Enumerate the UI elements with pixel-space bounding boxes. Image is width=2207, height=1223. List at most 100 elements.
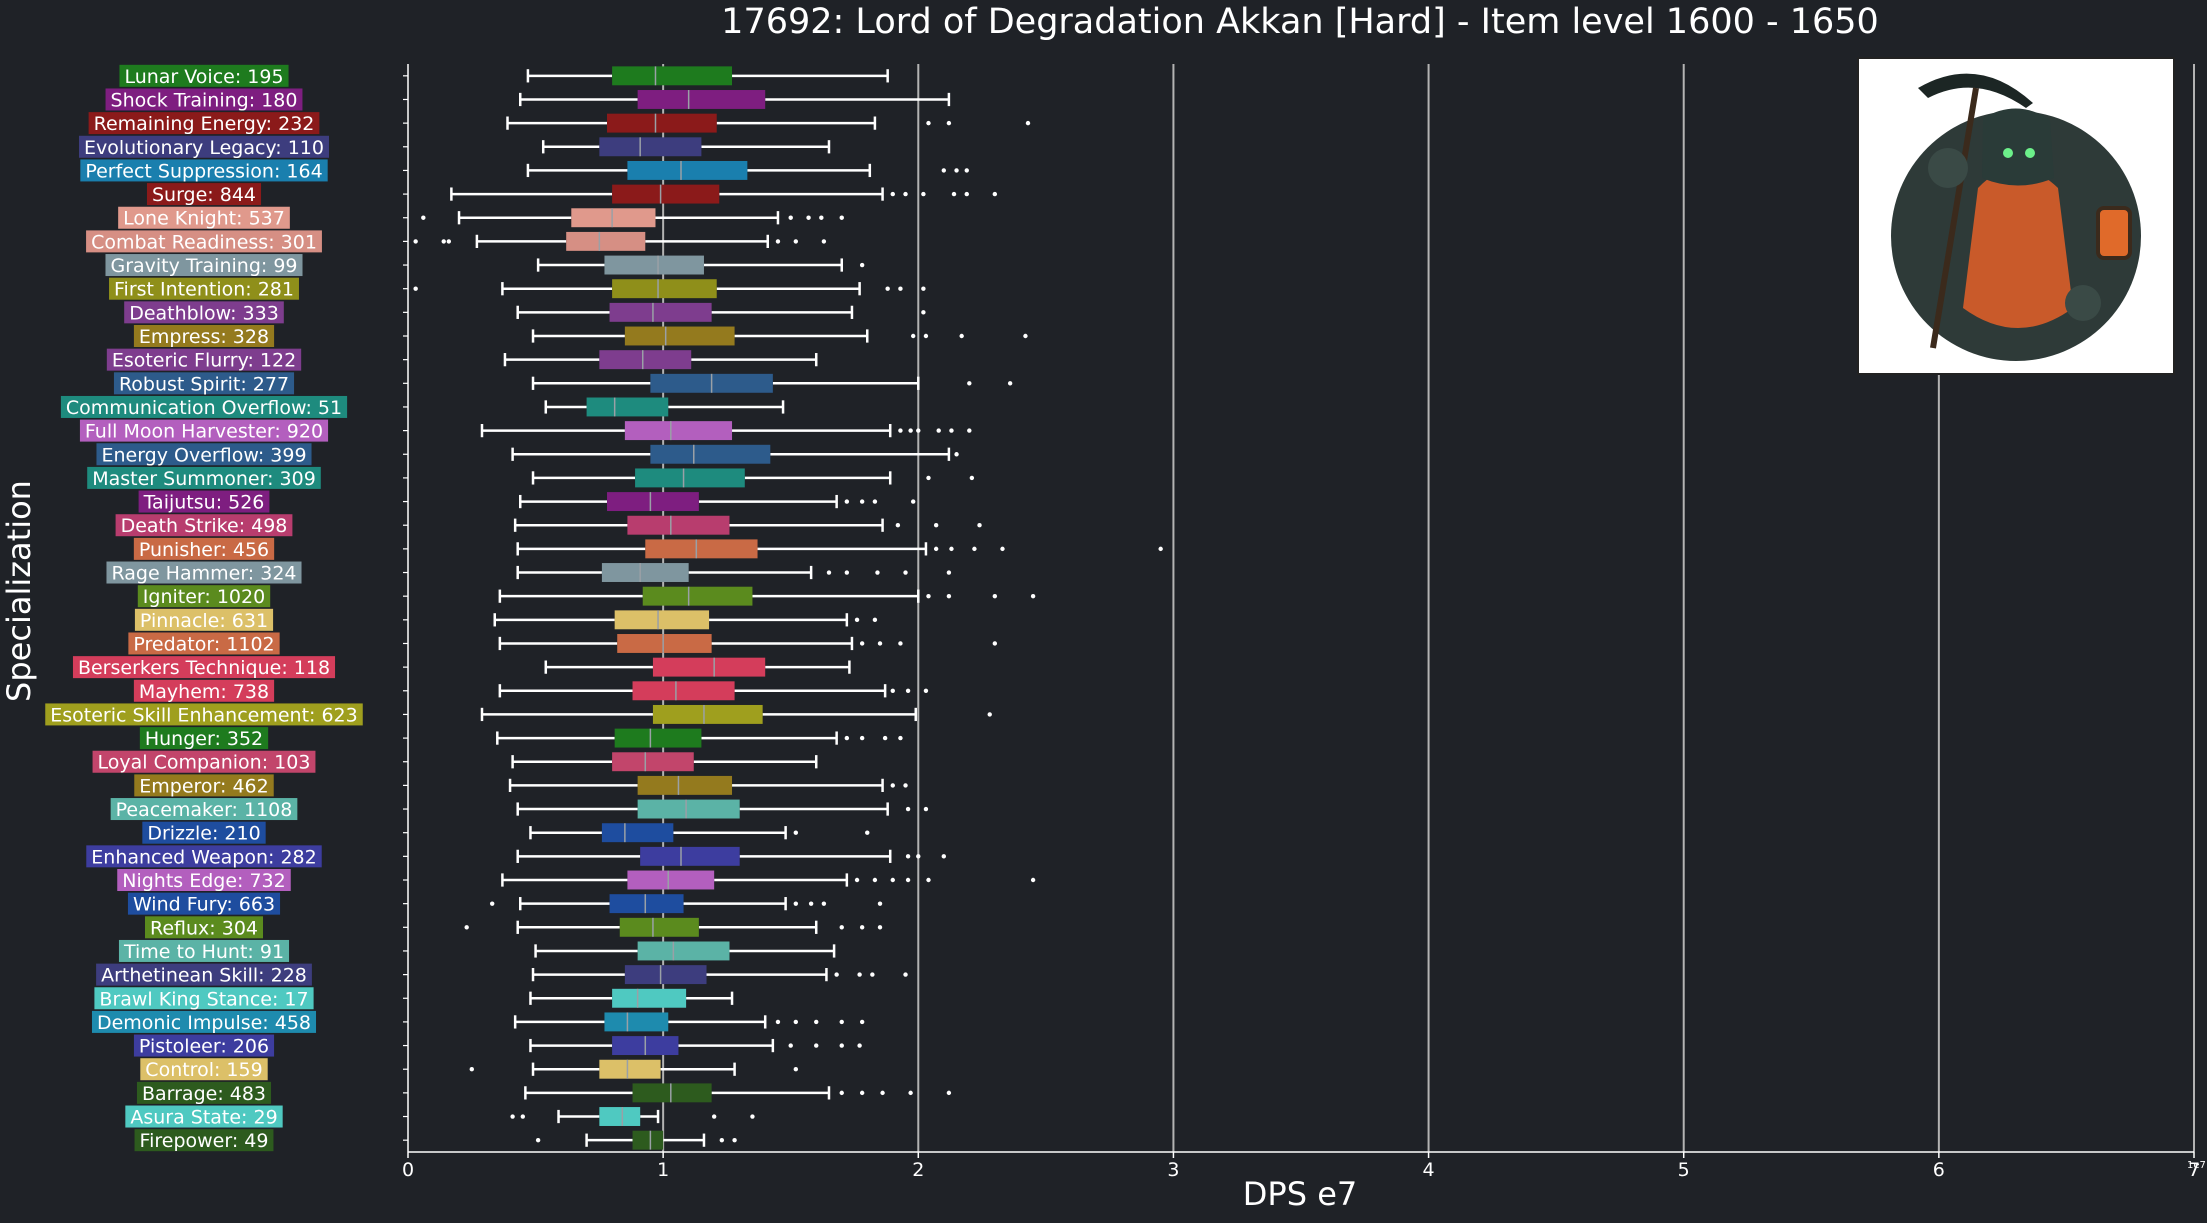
- outlier-point: [933, 523, 939, 528]
- outlier-point: [921, 310, 926, 315]
- outlier-point: [890, 783, 895, 788]
- x-axis-offset-label: 1e7: [2187, 1160, 2206, 1171]
- iqr-box: [599, 350, 692, 370]
- outlier-point: [967, 381, 972, 386]
- category-label-bg: [86, 845, 322, 868]
- outlier-point: [903, 570, 908, 575]
- iqr-box: [614, 728, 702, 748]
- iqr-box: [609, 302, 712, 322]
- category-label: Predator: 1102: [133, 633, 274, 655]
- outlier-point: [750, 1114, 755, 1119]
- category-label-bg: [105, 88, 303, 111]
- x-tick-label: 1: [657, 1159, 669, 1181]
- iqr-box: [640, 846, 740, 866]
- category-label: Nights Edge: 732: [122, 870, 286, 892]
- category-label-bg: [60, 395, 348, 418]
- outlier-point: [941, 854, 946, 859]
- outlier-point: [903, 783, 908, 788]
- outlier-point: [775, 239, 781, 244]
- outlier-point: [946, 593, 952, 599]
- outlier-point: [872, 617, 878, 623]
- iqr-box: [599, 1107, 641, 1126]
- category-label: Pistoleer: 206: [139, 1036, 269, 1058]
- outlier-point: [905, 877, 911, 883]
- outlier-point: [1030, 593, 1036, 599]
- outlier-point: [987, 712, 992, 717]
- category-label: Energy Overflow: 399: [101, 444, 306, 466]
- category-label: Taijutsu: 526: [143, 492, 265, 514]
- iqr-box: [571, 208, 656, 228]
- outlier-point: [910, 499, 916, 504]
- outlier-point: [951, 191, 957, 197]
- outlier-point: [1023, 333, 1028, 339]
- x-tick-label: 2: [912, 1159, 924, 1181]
- category-label: Full Moon Harvester: 920: [85, 421, 323, 443]
- category-label-bg: [140, 1058, 268, 1081]
- category-label: Peacemaker: 1108: [116, 799, 293, 821]
- outlier-point: [857, 972, 862, 977]
- outlier-point: [421, 215, 426, 220]
- outlier-point: [446, 239, 452, 244]
- category-label-bg: [133, 1034, 275, 1057]
- category-label-bg: [96, 963, 312, 986]
- outlier-point: [788, 1043, 793, 1048]
- category-label: Evolutionary Legacy: 110: [84, 137, 324, 159]
- iqr-box: [612, 66, 733, 86]
- outlier-point: [992, 593, 998, 599]
- iqr-box: [612, 279, 717, 299]
- iqr-box: [586, 397, 669, 417]
- outlier-point: [923, 333, 929, 339]
- outlier-point: [806, 215, 811, 220]
- iqr-box: [637, 799, 740, 819]
- outlier-point: [941, 168, 946, 173]
- category-label: Lone Knight: 537: [123, 208, 285, 230]
- outlier-point: [814, 1043, 819, 1048]
- category-label: Master Summoner: 309: [92, 468, 316, 490]
- iqr-box: [632, 1083, 712, 1103]
- iqr-box: [566, 231, 646, 251]
- outlier-point: [895, 523, 901, 528]
- iqr-box: [637, 775, 733, 795]
- category-label: Esoteric Skill Enhancement: 623: [50, 704, 358, 726]
- iqr-box: [604, 1012, 669, 1032]
- category-label-bg: [106, 561, 302, 584]
- outlier-point: [872, 877, 878, 883]
- iqr-box: [624, 421, 733, 441]
- category-label-bg: [138, 490, 270, 513]
- category-label-bg: [136, 1081, 272, 1104]
- outlier-point: [964, 191, 969, 197]
- y-axis-title: Specialization: [0, 480, 38, 702]
- outlier-point: [959, 333, 964, 339]
- category-label-bg: [113, 372, 295, 395]
- outlier-point: [839, 215, 844, 220]
- outlier-point: [946, 1090, 952, 1096]
- outlier-point: [916, 854, 921, 859]
- outlier-point: [898, 641, 903, 646]
- outlier-point: [916, 428, 921, 433]
- outlier-point: [469, 1067, 474, 1072]
- category-label: Wind Fury: 663: [133, 894, 275, 916]
- x-tick-label: 6: [1933, 1159, 1945, 1181]
- iqr-box: [642, 586, 753, 606]
- outlier-point: [854, 617, 860, 623]
- category-label-bg: [105, 254, 303, 277]
- outlier-point: [859, 1019, 865, 1025]
- outlier-point: [921, 286, 926, 291]
- outlier-point: [926, 877, 931, 883]
- category-label: Firepower: 49: [140, 1130, 269, 1152]
- outlier-point: [946, 120, 952, 126]
- outlier-point: [844, 735, 850, 741]
- outlier-point: [793, 239, 799, 244]
- outlier-point: [908, 428, 913, 433]
- outlier-point: [1158, 546, 1163, 552]
- category-label-bg: [45, 703, 363, 726]
- category-label-bg: [142, 821, 266, 844]
- category-label-bg: [88, 112, 320, 135]
- outlier-point: [814, 1019, 819, 1025]
- outlier-point: [834, 972, 839, 977]
- category-label-bg: [106, 348, 302, 371]
- category-label: Control: 159: [145, 1059, 262, 1081]
- outlier-point: [844, 499, 850, 504]
- outlier-point: [732, 1137, 737, 1143]
